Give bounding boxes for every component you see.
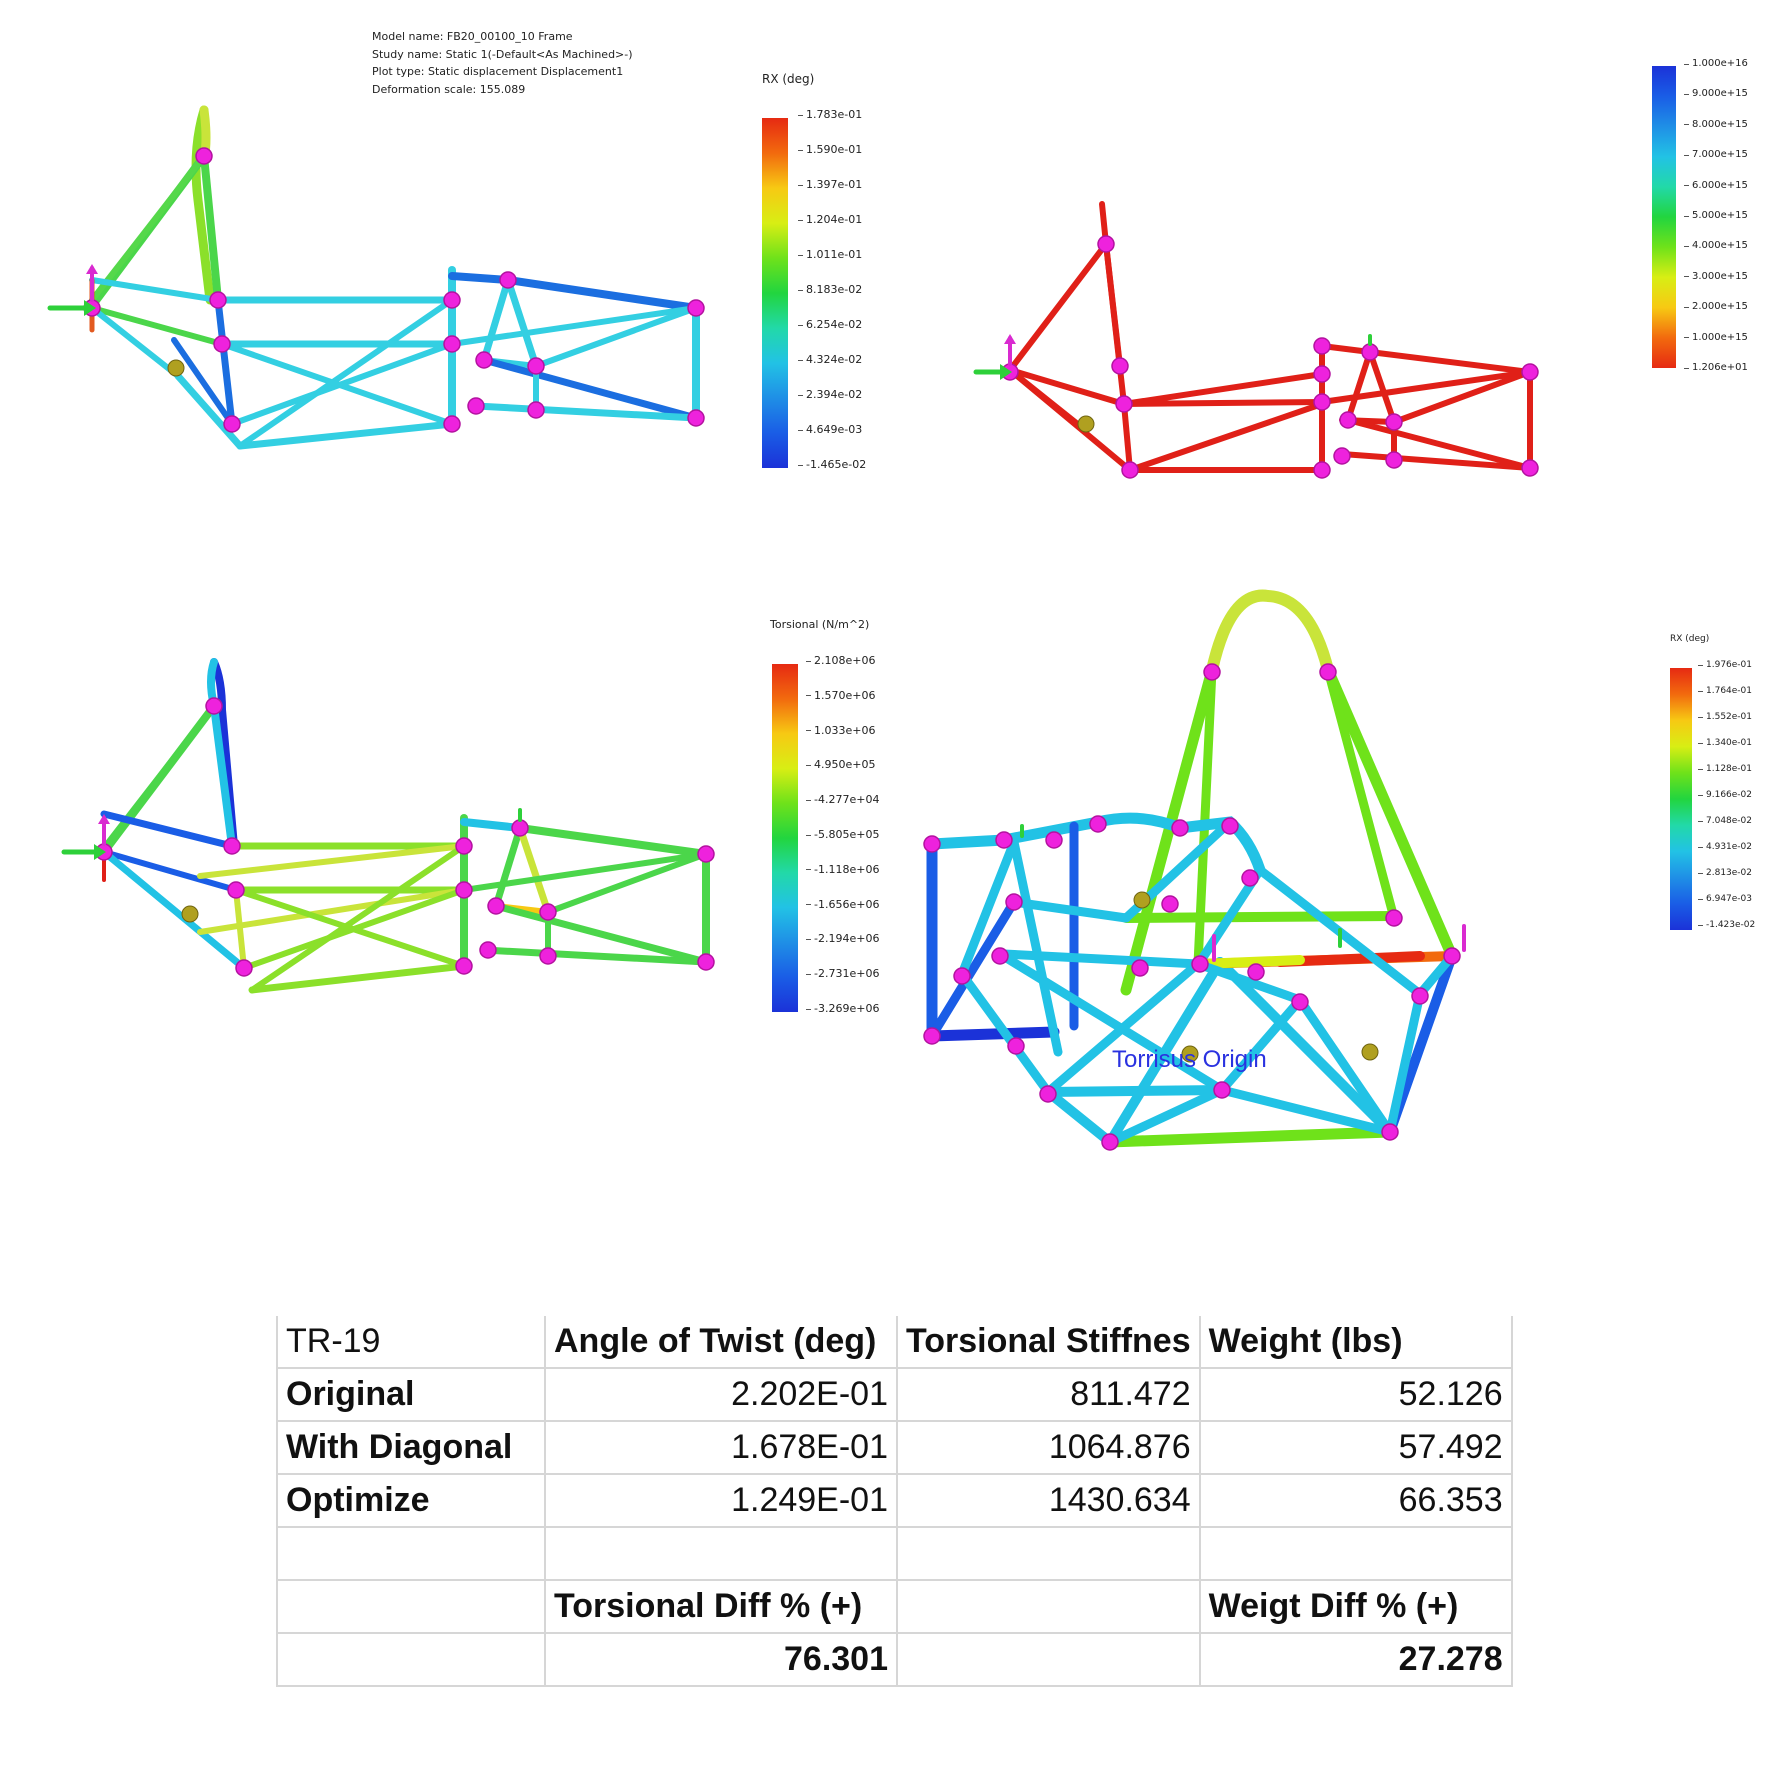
origin-label: Torrisus Origin	[1112, 1046, 1267, 1073]
legend-tick-label: 1.206e+01	[1684, 362, 1748, 373]
legend-tick-label: 6.000e+15	[1684, 179, 1748, 191]
frame-view-rx-displacement	[47, 105, 705, 450]
table-cell: 27.278	[1198, 1632, 1513, 1687]
model-name-text: Model name: FB20_00100_10 Frame	[372, 30, 573, 43]
legend-tick-label: 1.000e+15	[1684, 331, 1748, 343]
legend-tick-label: 1.033e+06	[805, 723, 876, 737]
legend-tick-label: -5.805e+05	[805, 828, 880, 841]
legend-tick-label: 4.649e-03	[797, 423, 863, 436]
frame-view-torsional	[61, 658, 715, 994]
table-cell	[1198, 1526, 1513, 1581]
table-cell: 1430.634	[896, 1473, 1201, 1528]
table-cell	[896, 1526, 1201, 1581]
legend-tick-label: 2.108e+06	[805, 654, 876, 667]
table-cell	[276, 1579, 546, 1634]
legend-tick-label: 1.011e-01	[797, 248, 863, 261]
legend-color-bar	[762, 118, 788, 468]
legend-tick-label: 2.000e+15	[1684, 301, 1748, 313]
legend-tick-label: 4.324e-02	[797, 353, 863, 366]
table-cell	[544, 1526, 898, 1581]
legend-tick-label: -4.277e+04	[805, 793, 880, 807]
table-cell	[276, 1526, 546, 1581]
table-cell: 811.472	[896, 1367, 1201, 1422]
table-row: Original 2.202E-01 811.472 52.126	[276, 1367, 1513, 1422]
table-cell: TR-19	[276, 1316, 546, 1369]
table-row: 76.301 27.278	[276, 1632, 1513, 1687]
legend-title: Torsional (N/m^2)	[770, 618, 870, 631]
study-info: Model name: FB20_00100_10 Frame Study na…	[372, 28, 633, 98]
table-cell: Optimize	[276, 1473, 546, 1528]
legend-tick-label: 9.166e-02	[1697, 790, 1753, 800]
legend-tick-label: 4.950e+05	[805, 758, 876, 772]
table-cell: 1.678E-01	[544, 1420, 898, 1475]
legend-tick-label: 1.128e-01	[1697, 764, 1753, 774]
table-cell: With Diagonal	[276, 1420, 546, 1475]
legend-tick-label: 1.976e-01	[1697, 660, 1753, 670]
legend-tick-label: 8.000e+15	[1684, 118, 1748, 130]
table-cell: 2.202E-01	[544, 1367, 898, 1422]
study-name-text: Study name: Static 1(-Default<As Machine…	[372, 47, 633, 61]
legend-tick-label: 1.570e+06	[805, 688, 876, 702]
table-cell: 57.492	[1198, 1420, 1513, 1475]
frame-view-3d-rx	[923, 589, 1466, 1151]
legend-tick-label: 5.000e+15	[1684, 210, 1748, 221]
legend-color-bar	[1652, 66, 1676, 368]
legend-tick-label: 4.000e+15	[1684, 240, 1748, 252]
legend-tick-label: 1.590e-01	[797, 143, 863, 156]
table-header-row: TR-19 Angle of Twist (deg) Torsional Sti…	[276, 1316, 1513, 1369]
legend-color-bar	[1670, 668, 1692, 930]
legend-tick-label: -3.269e+06	[805, 1002, 880, 1015]
legend-tick-label: 2.813e-02	[1697, 868, 1753, 878]
table-cell: Torsional Diff % (+)	[544, 1579, 898, 1634]
legend-tick-label: -1.118e+06	[805, 862, 880, 876]
legend-tick-label: 8.183e-02	[797, 283, 863, 296]
legend-tick-label: 3.000e+15	[1684, 270, 1748, 282]
plot-type-text: Plot type: Static displacement Displacem…	[372, 65, 624, 78]
legend-tick-label: 1.340e-01	[1697, 738, 1753, 748]
legend-tick-label: -2.731e+06	[805, 967, 880, 981]
table-cell: Weigt Diff % (+)	[1198, 1579, 1513, 1634]
legend-tick-label: -1.656e+06	[805, 897, 880, 911]
legend-tick-label: -1.423e-02	[1697, 920, 1756, 930]
deformation-scale-text: Deformation scale: 155.089	[372, 82, 526, 96]
table-cell: 76.301	[544, 1632, 898, 1687]
legend-tick-label: -1.465e-02	[797, 458, 867, 471]
legend-title: RX (deg)	[762, 72, 815, 86]
legend-tick-label: 7.048e-02	[1697, 816, 1753, 826]
table-row: Optimize 1.249E-01 1430.634 66.353	[276, 1473, 1513, 1528]
table-cell: Original	[276, 1367, 546, 1422]
frame-view-red	[973, 201, 1539, 479]
legend-title: RX (deg)	[1670, 634, 1710, 644]
legend-tick-label: 1.000e+16	[1684, 58, 1748, 69]
legend-tick-label: -2.194e+06	[805, 932, 880, 946]
legend-tick-label: 1.764e-01	[1697, 686, 1753, 696]
legend-tick-label: 1.204e-01	[797, 213, 863, 226]
table-row: Torsional Diff % (+) Weigt Diff % (+)	[276, 1579, 1513, 1634]
table-cell	[896, 1579, 1201, 1634]
legend-tick-label: 6.254e-02	[797, 318, 863, 331]
legend-color-bar	[772, 664, 798, 1012]
table-cell: Weight (lbs)	[1198, 1316, 1513, 1369]
legend-tick-label: 2.394e-02	[797, 388, 863, 401]
table-cell: Angle of Twist (deg)	[544, 1316, 898, 1369]
table-row	[276, 1526, 1513, 1581]
legend-tick-label: 1.552e-01	[1697, 712, 1753, 722]
table-cell	[896, 1632, 1201, 1687]
legend-tick-label: 7.000e+15	[1684, 149, 1748, 161]
legend-tick-label: 6.947e-03	[1697, 894, 1753, 904]
table-cell: 52.126	[1198, 1367, 1513, 1422]
legend-tick-label: 9.000e+15	[1684, 88, 1748, 100]
legend-tick-label: 1.783e-01	[797, 108, 863, 121]
legend-tick-label: 1.397e-01	[797, 178, 863, 191]
legend-tick-label: 4.931e-02	[1697, 842, 1753, 852]
table-cell: Torsional Stiffnes	[896, 1316, 1201, 1369]
table-row: With Diagonal 1.678E-01 1064.876 57.492	[276, 1420, 1513, 1475]
table-cell	[276, 1632, 546, 1687]
table-cell: 1.249E-01	[544, 1473, 898, 1528]
table-cell: 1064.876	[896, 1420, 1201, 1475]
results-table: TR-19 Angle of Twist (deg) Torsional Sti…	[276, 1316, 1513, 1687]
table-cell: 66.353	[1198, 1473, 1513, 1528]
